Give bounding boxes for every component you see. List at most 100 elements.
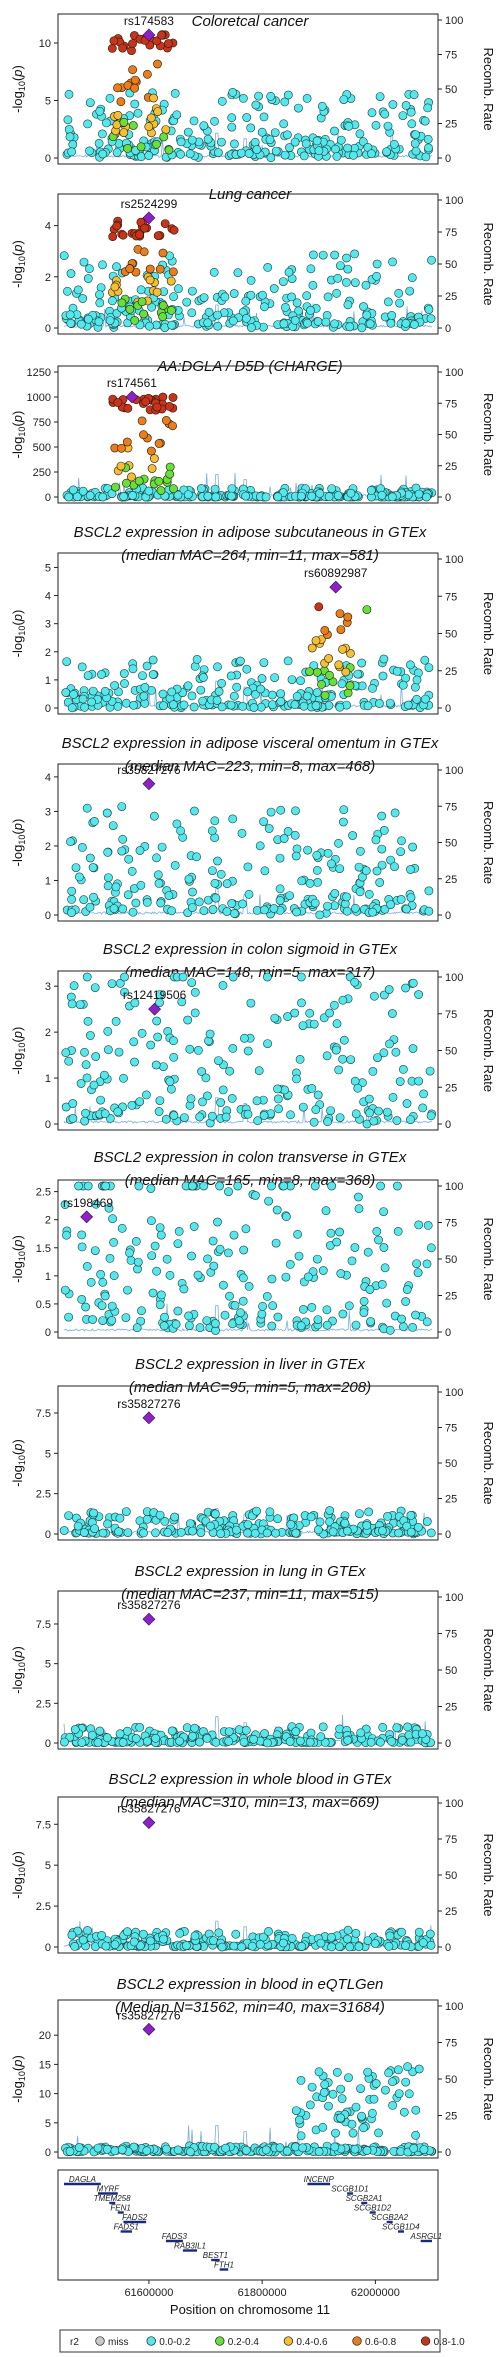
y-tick-label: 5 <box>45 1448 51 1460</box>
snp-point <box>154 879 164 888</box>
snp-point <box>96 1270 105 1279</box>
snp-point <box>229 289 239 298</box>
snp-point <box>250 1528 260 1538</box>
snp-point <box>211 492 221 502</box>
snp-point <box>75 872 84 882</box>
snp-point <box>291 1727 301 1736</box>
snp-point <box>67 147 76 157</box>
snp-point <box>307 491 317 501</box>
snp-point <box>145 1936 155 1946</box>
snp-point <box>308 250 318 260</box>
lead-snp-label: rs35827276 <box>117 2008 181 2022</box>
y2-tick-label: 75 <box>445 1629 457 1641</box>
snp-point <box>322 1320 332 1330</box>
snp-point <box>394 1528 403 1538</box>
snp-point <box>372 866 382 876</box>
snp-point <box>227 899 237 908</box>
snp-point <box>371 835 381 845</box>
snp-point <box>61 1048 71 1058</box>
snp-point <box>394 2089 404 2098</box>
snp-points <box>59 216 436 333</box>
snp-point <box>328 1527 338 1537</box>
snp-point <box>175 1736 184 1746</box>
snp-point <box>246 290 256 300</box>
snp-point <box>228 316 238 326</box>
snp-point <box>414 1927 424 1937</box>
y2-tick-label: 50 <box>445 2074 457 2086</box>
snp-point <box>90 983 100 992</box>
snp-point <box>290 315 300 325</box>
gene-label: FEN1 <box>110 2204 130 2213</box>
snp-point <box>130 99 140 109</box>
snp-point <box>213 856 222 866</box>
y-tick-label: 0 <box>45 1119 51 1131</box>
y-tick-label: 3 <box>45 619 51 631</box>
snp-point <box>246 123 256 133</box>
snp-point <box>131 1237 141 1246</box>
snp-point <box>374 2128 383 2138</box>
snp-point <box>323 292 333 302</box>
snp-point <box>427 255 436 265</box>
snp-point <box>377 1280 387 1289</box>
snp-point <box>335 609 345 618</box>
snp-point <box>293 103 303 113</box>
y-tick-label: 750 <box>33 417 51 429</box>
snp-point <box>251 100 261 110</box>
snp-point <box>188 1526 197 1536</box>
snp-point <box>410 139 420 148</box>
snp-point <box>260 866 270 876</box>
y2-tick-label: 100 <box>445 1181 463 1193</box>
snp-point <box>333 491 343 500</box>
snp-point <box>379 1048 389 1058</box>
snp-point <box>418 1103 428 1113</box>
snp-point <box>78 1935 88 1945</box>
snp-point <box>213 148 223 157</box>
snp-point <box>129 700 138 710</box>
snp-point <box>398 1065 408 1074</box>
snp-point <box>147 1251 157 1260</box>
snp-point <box>317 101 327 111</box>
snp-point <box>139 309 149 319</box>
y2-tick-label: 0 <box>445 153 451 165</box>
snp-point <box>357 323 367 333</box>
snp-point <box>131 1734 141 1743</box>
snp-point <box>146 446 156 456</box>
snp-point <box>278 1938 288 1948</box>
snp-point <box>155 1096 165 1105</box>
y2-tick-label: 0 <box>445 1942 451 1954</box>
snp-point <box>422 1517 432 1526</box>
snp-point <box>250 137 260 147</box>
snp-point <box>120 679 129 688</box>
snp-point <box>229 909 239 918</box>
snp-point <box>82 1073 92 1083</box>
y2-tick-label: 50 <box>445 629 457 641</box>
snp-point <box>313 1090 323 1100</box>
snp-point <box>296 676 305 686</box>
snp-point <box>306 264 316 274</box>
snp-point <box>172 110 182 120</box>
snp-point <box>154 1107 164 1116</box>
snp-point <box>401 904 411 914</box>
snp-point <box>391 1047 401 1057</box>
snp-point <box>189 806 199 816</box>
snp-point <box>83 671 93 680</box>
snp-point <box>305 2100 315 2110</box>
snp-point <box>366 1317 375 1326</box>
y2-tick-label: 50 <box>445 430 457 442</box>
snp-point <box>101 1181 111 1191</box>
snp-point <box>134 1181 144 1191</box>
snp-point <box>271 1528 280 1538</box>
snp-point <box>302 94 312 103</box>
snp-point <box>173 1239 183 1248</box>
snp-point <box>241 313 251 323</box>
snp-point <box>183 127 193 137</box>
snp-point <box>153 59 162 69</box>
snp-point <box>327 484 337 493</box>
snp-point <box>268 1301 278 1311</box>
snp-point <box>397 1927 406 1937</box>
snp-point <box>406 1527 416 1537</box>
snp-point <box>363 701 373 711</box>
snp-point <box>269 284 279 293</box>
panel-title: (median MAC=148, min=5, max=317) <box>125 964 376 981</box>
snp-point <box>123 1285 132 1295</box>
